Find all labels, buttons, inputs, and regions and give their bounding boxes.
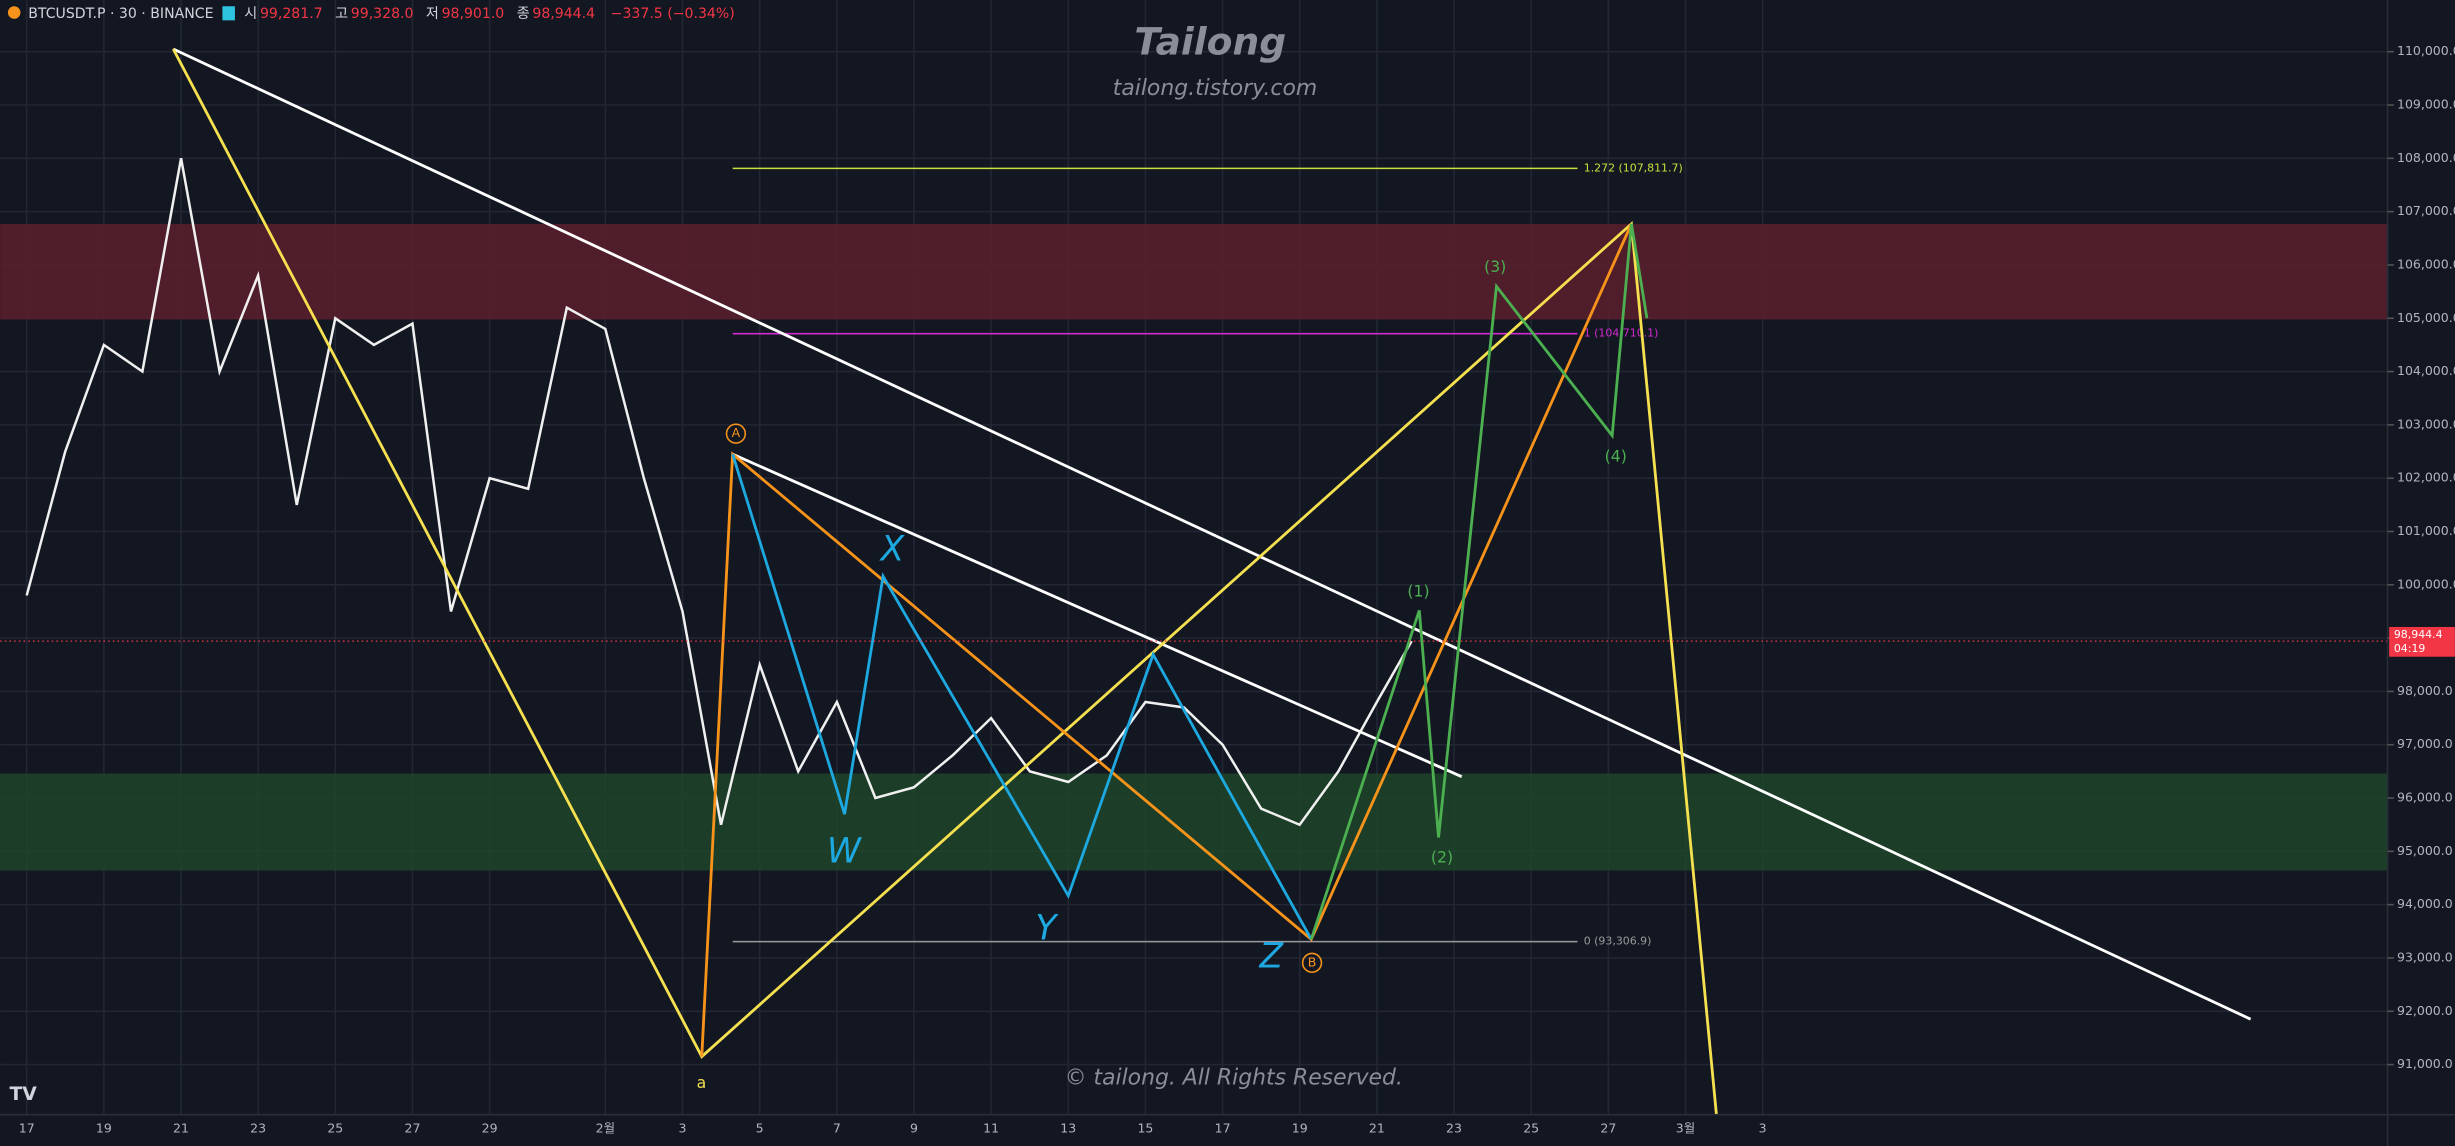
y-tick-label: 101,000.0 (2397, 523, 2455, 538)
ohlc-value: 98,944.4 (532, 6, 595, 22)
x-tick-label: 3 (1759, 1120, 1767, 1135)
x-tick-label: 15 (1137, 1120, 1153, 1135)
annotation: Y (1035, 908, 1059, 948)
drawing-line (732, 452, 1463, 778)
fib-label: 1.272 (107,811.7) (1584, 161, 1683, 174)
x-tick-label: 25 (1523, 1120, 1539, 1135)
watermark-title: Tailong (1134, 19, 1286, 63)
x-tick-label: 7 (833, 1120, 841, 1135)
axes: 91,000.0 92,000.0 93,000.0 94,000.0 95,000.0… (19, 43, 2455, 1135)
y-tick-label: 93,000.0 (2397, 949, 2453, 964)
annotation: (3) (1484, 257, 1506, 276)
y-tick-label: 107,000.0 (2397, 203, 2455, 218)
x-tick-label: 19 (96, 1120, 112, 1135)
symbol-icon (7, 6, 21, 19)
x-tick-label: 3 (679, 1120, 687, 1135)
x-tick-label: 21 (173, 1120, 189, 1135)
x-tick-label: 5 (756, 1120, 764, 1135)
ohlc-label: 고 (335, 6, 348, 22)
annotation: W (827, 832, 863, 872)
drawing-line (1309, 223, 1649, 940)
annotation: a (697, 1073, 707, 1092)
y-tick-label: 97,000.0 (2397, 736, 2453, 751)
drawing-line (700, 223, 1633, 1057)
y-tick-label: 106,000.0 (2397, 256, 2455, 271)
flag-icon (222, 6, 235, 21)
x-tick-label: 23 (250, 1120, 266, 1135)
x-tick-label: 19 (1292, 1120, 1308, 1135)
annotation-circle (725, 423, 747, 444)
x-tick-label: 2월 (596, 1120, 615, 1135)
annotation: (4) (1605, 447, 1627, 466)
annotation: (1) (1407, 581, 1429, 600)
annotation: Z (1259, 937, 1285, 977)
annotation: B (1308, 954, 1317, 969)
x-tick-label: 3월 (1676, 1120, 1695, 1135)
y-tick-label: 104,000.0 (2397, 363, 2455, 378)
x-tick-label: 27 (405, 1120, 421, 1135)
x-tick-label: 25 (327, 1120, 343, 1135)
ohlc: 시 99,281.7 고 99,328.0 저 98,901.0 종 98,944.4 −337… (244, 6, 734, 22)
annotation: A (732, 425, 741, 440)
x-tick-label: 17 (1215, 1120, 1231, 1135)
y-tick-label: 110,000.0 (2397, 43, 2455, 58)
ohlc-value: 99,328.0 (351, 6, 414, 22)
zone (0, 223, 2388, 320)
ohlc-label: 종 (517, 6, 530, 22)
x-tick-label: 21 (1369, 1120, 1385, 1135)
y-tick-label: 94,000.0 (2397, 896, 2453, 911)
x-tick-label: 27 (1600, 1120, 1616, 1135)
annotation: X (879, 530, 906, 570)
ohlc-label: 저 (426, 6, 439, 22)
y-tick-label: 95,000.0 (2397, 843, 2453, 858)
y-tick-label: 102,000.0 (2397, 470, 2455, 485)
tv-logo[interactable]: TV (9, 1084, 37, 1105)
ohlc-value: 98,901.0 (442, 6, 505, 22)
copyright: © tailong. All Rights Reserved. (1065, 1066, 1403, 1091)
annotation: (2) (1431, 847, 1453, 866)
countdown: 04:19 (2394, 642, 2426, 655)
symbol: BTCUSDT.P · 30 · BINANCE (28, 6, 213, 22)
y-tick-label: 100,000.0 (2397, 576, 2455, 591)
y-tick-label: 108,000.0 (2397, 150, 2455, 165)
fib-label: 0 (93,306.9) (1584, 935, 1652, 948)
drawing-line (171, 48, 1718, 1115)
drawing-line (731, 453, 1313, 941)
drawing-line (172, 47, 2252, 1021)
zones (0, 223, 2388, 871)
y-tick-label: 91,000.0 (2397, 1056, 2453, 1071)
last-price-tag (2389, 626, 2455, 657)
y-tick-label: 109,000.0 (2397, 97, 2455, 112)
x-tick-label: 29 (482, 1120, 498, 1135)
change: −337.5 (−0.34%) (611, 6, 735, 22)
y-tick-label: 98,000.0 (2397, 683, 2453, 698)
x-tick-label: 9 (910, 1120, 918, 1135)
y-tick-label: 96,000.0 (2397, 790, 2453, 805)
last-price-label: 98,944.4 (2394, 628, 2443, 641)
plot: 1.272 (107,811.7)1 (104,710.1)0 (93,306.… (0, 47, 2388, 1115)
x-tick-label: 13 (1060, 1120, 1076, 1135)
ohlc-value: 99,281.7 (260, 6, 323, 22)
y-tick-label: 105,000.0 (2397, 310, 2455, 325)
x-tick-label: 17 (19, 1120, 35, 1135)
watermark-subtitle: tailong.tistory.com (1113, 76, 1317, 101)
zone (0, 773, 2388, 871)
x-tick-label: 23 (1446, 1120, 1462, 1135)
y-tick-label: 103,000.0 (2397, 416, 2455, 431)
y-tick-label: 92,000.0 (2397, 1003, 2453, 1018)
x-tick-label: 11 (983, 1120, 999, 1135)
annotation-circle (1301, 952, 1323, 974)
ohlc-label: 시 (244, 6, 257, 22)
